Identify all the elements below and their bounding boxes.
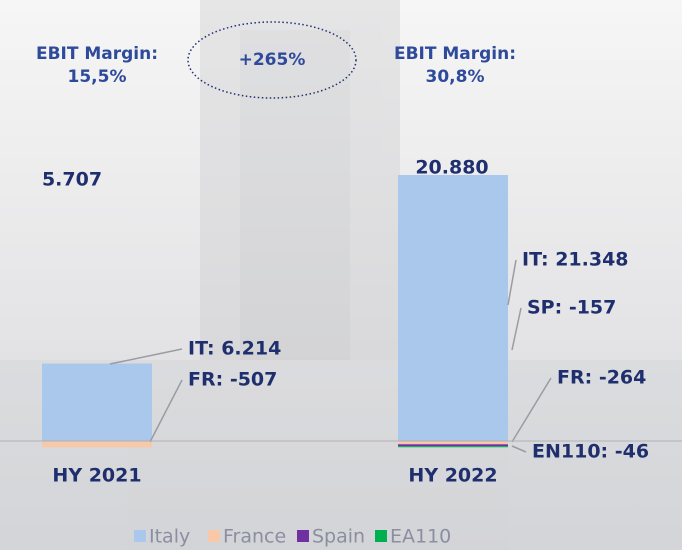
data-label: FR: -264 bbox=[557, 367, 646, 389]
legend-swatch bbox=[208, 530, 220, 542]
x-tick-label: HY 2022 bbox=[408, 465, 497, 487]
legend-label: France bbox=[223, 526, 286, 548]
bar-segment bbox=[398, 175, 508, 441]
total-label: 5.707 bbox=[42, 169, 102, 191]
leader-line bbox=[511, 307, 522, 351]
leader-line bbox=[109, 348, 183, 365]
leader-line bbox=[507, 259, 517, 306]
bar-segment bbox=[42, 363, 152, 441]
data-label: FR: -507 bbox=[188, 369, 277, 391]
bar-segment bbox=[42, 441, 152, 448]
legend-label: EA110 bbox=[390, 526, 451, 548]
data-label: IT: 21.348 bbox=[522, 249, 629, 271]
data-label: SP: -157 bbox=[527, 297, 616, 319]
leader-line bbox=[511, 445, 527, 453]
margin-label: EBIT Margin: bbox=[394, 44, 516, 64]
legend-swatch bbox=[375, 530, 387, 542]
legend-label: Spain bbox=[312, 526, 365, 548]
bar-segment bbox=[398, 446, 508, 448]
legend-label: Italy bbox=[149, 526, 190, 548]
margin-value: 15,5% bbox=[68, 67, 127, 87]
margin-value: 30,8% bbox=[426, 67, 485, 87]
bar-segment bbox=[398, 444, 508, 447]
growth-ellipse bbox=[187, 21, 357, 99]
legend-swatch bbox=[134, 530, 146, 542]
data-label: EN110: -46 bbox=[532, 441, 649, 463]
data-label: IT: 6.214 bbox=[188, 338, 281, 360]
leader-line bbox=[149, 379, 183, 443]
bar-segment bbox=[398, 441, 508, 445]
legend-swatch bbox=[297, 530, 309, 542]
leader-line bbox=[511, 377, 552, 443]
growth-label: +265% bbox=[239, 50, 306, 70]
x-tick-label: HY 2021 bbox=[52, 465, 141, 487]
margin-label: EBIT Margin: bbox=[36, 44, 158, 64]
total-label: 20.880 bbox=[415, 157, 488, 179]
